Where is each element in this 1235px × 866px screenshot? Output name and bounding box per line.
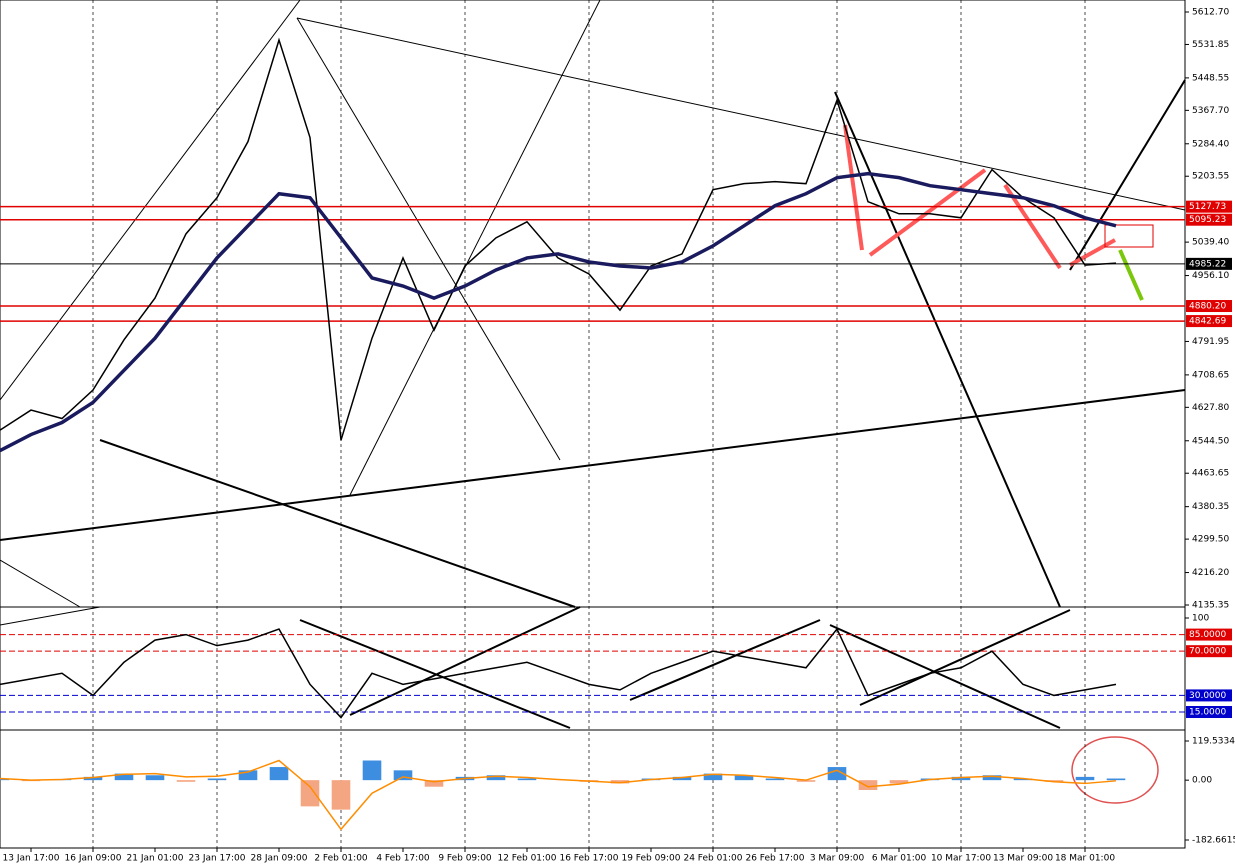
histogram-bar	[424, 780, 444, 787]
y-tick-label: -182.6615	[1192, 836, 1235, 846]
level-label: 70.0000	[1189, 647, 1226, 657]
x-tick-label: 16 Feb 17:00	[559, 854, 618, 864]
y-tick-label: 4463.65	[1192, 469, 1229, 479]
x-tick-label: 26 Feb 17:00	[745, 854, 804, 864]
y-tick-label: 4299.50	[1192, 535, 1229, 545]
y-tick-label: 4380.35	[1192, 502, 1229, 512]
y-tick-label: 5367.70	[1192, 106, 1229, 116]
histogram-bar	[1044, 780, 1064, 782]
level-tag	[1186, 257, 1232, 270]
x-tick-label: 12 Feb 01:00	[497, 854, 556, 864]
x-tick-label: 28 Jan 09:00	[251, 854, 308, 864]
y-tick-label: 0.00	[1192, 776, 1212, 786]
level-tag	[1186, 645, 1232, 658]
x-tick-label: 9 Feb 09:00	[438, 854, 492, 864]
histogram-bar	[1106, 778, 1126, 781]
y-tick-label: 4627.80	[1192, 403, 1229, 413]
histogram-bar	[1075, 776, 1095, 781]
x-tick-label: 18 Mar 01:00	[1055, 854, 1115, 864]
arrows	[843, 124, 1116, 270]
y-tick-label: 4956.10	[1192, 271, 1229, 281]
level-tag	[1186, 213, 1232, 226]
histogram-bar	[1013, 778, 1033, 781]
histogram-bar	[703, 773, 723, 781]
x-tick-label: 24 Feb 01:00	[683, 854, 742, 864]
level-label: 5095.23	[1189, 215, 1226, 225]
level-label: 4880.20	[1189, 302, 1226, 312]
x-tick-label: 13 Mar 09:00	[993, 854, 1053, 864]
histogram-bar	[889, 780, 909, 784]
histogram-bar	[610, 780, 630, 784]
histogram-bar	[734, 775, 754, 781]
y-tick-label: 5531.85	[1192, 40, 1229, 50]
histogram-bar	[982, 775, 1002, 781]
x-tick-label: 3 Mar 09:00	[810, 854, 865, 864]
x-tick-label: 2 Feb 01:00	[314, 854, 368, 864]
y-tick-label: 119.5334	[1192, 737, 1235, 747]
y-tick-label: 4216.20	[1192, 568, 1229, 578]
y-tick-label: 4135.35	[1192, 601, 1229, 611]
histogram-bar	[176, 780, 196, 782]
histogram-bar	[672, 776, 692, 781]
arrow	[1118, 249, 1144, 301]
histogram-bar	[269, 767, 289, 781]
level-tag	[1186, 689, 1232, 702]
x-tick-label: 6 Mar 01:00	[872, 854, 927, 864]
histogram-bar	[765, 778, 785, 781]
x-tick-label: 10 Mar 17:00	[931, 854, 991, 864]
y-tick-label: 100	[1192, 614, 1209, 624]
y-tick-label: 5448.55	[1192, 73, 1229, 83]
level-label: 30.0000	[1189, 691, 1226, 701]
series-line	[0, 759, 1117, 831]
y-tick-label: 4791.95	[1192, 337, 1229, 347]
level-tag	[1186, 300, 1232, 313]
level-label: 15.0000	[1189, 708, 1226, 718]
histogram-bar	[827, 767, 847, 781]
level-label: 85.0000	[1189, 630, 1226, 640]
histogram-bar	[207, 778, 227, 781]
level-label: 4842.69	[1189, 317, 1226, 327]
series-line	[0, 627, 1117, 719]
x-tick-label: 23 Jan 17:00	[189, 854, 246, 864]
y-tick-label: 5039.40	[1192, 238, 1229, 248]
y-tick-label: 4708.65	[1192, 370, 1229, 380]
histogram-bar	[951, 776, 971, 781]
histogram-bar	[331, 780, 351, 810]
x-tick-label: 13 Jan 17:00	[3, 854, 60, 864]
y-tick-label: 4544.50	[1192, 436, 1229, 446]
level-tag	[1186, 315, 1232, 328]
x-tick-label: 4 Feb 17:00	[376, 854, 430, 864]
histogram-bar	[114, 773, 134, 781]
histogram-bar	[362, 760, 382, 781]
x-tick-label: 21 Jan 01:00	[127, 854, 184, 864]
series-line	[0, 171, 1117, 453]
x-tick-label: 16 Jan 09:00	[65, 854, 122, 864]
y-tick-label: 5612.70	[1192, 8, 1229, 18]
level-label: 5127.73	[1189, 202, 1226, 212]
histogram-bar	[145, 775, 165, 781]
histogram-bar	[83, 776, 103, 781]
histogram-bar	[393, 770, 413, 781]
histogram-bar	[238, 770, 258, 781]
plot-frame	[0, 0, 1186, 849]
series-line	[0, 37, 1117, 441]
level-label: 4985.22	[1189, 259, 1226, 269]
histogram-bar	[300, 780, 320, 807]
histogram-bar	[796, 780, 816, 782]
level-tag	[1186, 200, 1232, 213]
x-tick-label: 19 Feb 09:00	[621, 854, 680, 864]
y-tick-label: 5284.40	[1192, 139, 1229, 149]
highlight-ellipse	[1071, 736, 1159, 804]
box	[1104, 224, 1154, 248]
histogram-bar	[858, 780, 878, 790]
level-tag	[1186, 628, 1232, 641]
histogram-bar	[517, 778, 537, 781]
y-tick-label: 5203.55	[1192, 172, 1229, 182]
level-tag	[1186, 706, 1232, 719]
histogram-bar	[486, 775, 506, 781]
